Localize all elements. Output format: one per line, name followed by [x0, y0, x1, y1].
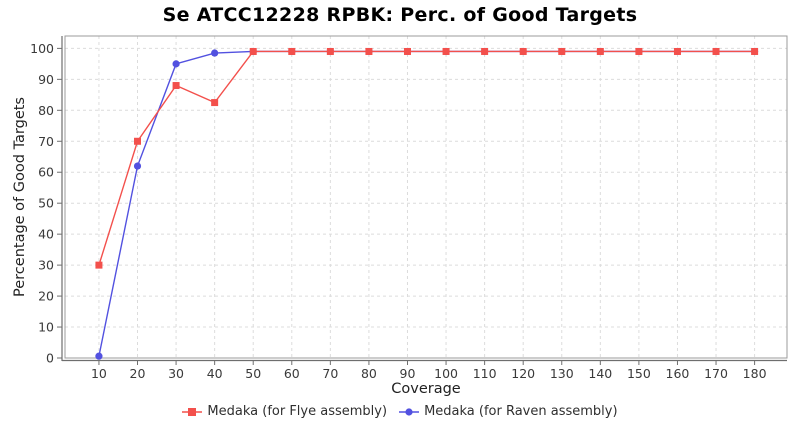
y-tick-label: 60 — [38, 165, 54, 180]
square-marker — [403, 47, 411, 55]
x-tick-label: 60 — [284, 366, 300, 381]
x-tick-label: 170 — [704, 366, 728, 381]
x-tick-label: 50 — [245, 366, 261, 381]
series-line-0 — [98, 50, 755, 266]
legend-label-raven: Medaka (for Raven assembly) — [424, 404, 618, 419]
square-marker — [365, 47, 373, 55]
y-tick-label: 90 — [38, 72, 54, 87]
y-tick-label: 30 — [38, 258, 54, 273]
x-tick-label: 40 — [207, 366, 223, 381]
square-marker — [288, 47, 296, 55]
x-tick-label: 160 — [666, 366, 690, 381]
y-tick-label: 100 — [30, 41, 54, 56]
square-marker — [635, 47, 643, 55]
y-tick-label: 40 — [38, 227, 54, 242]
x-tick-label: 180 — [743, 366, 767, 381]
x-tick-label: 90 — [400, 366, 416, 381]
y-tick-label: 70 — [38, 134, 54, 149]
y-tick-label: 50 — [38, 196, 54, 211]
square-marker — [172, 82, 180, 90]
y-tick-label: 80 — [38, 103, 54, 118]
circle-marker — [95, 352, 103, 360]
x-tick-label: 80 — [361, 366, 377, 381]
y-tick-label: 20 — [38, 289, 54, 304]
x-tick-label: 110 — [473, 366, 497, 381]
square-marker — [712, 47, 720, 55]
y-tick-label: 10 — [38, 320, 54, 335]
line-square-icon — [182, 407, 203, 416]
square-marker — [481, 47, 489, 55]
x-tick-label: 120 — [511, 366, 535, 381]
x-tick-label: 130 — [550, 366, 574, 381]
x-tick-label: 10 — [91, 366, 107, 381]
legend-label-flye: Medaka (for Flye assembly) — [207, 404, 388, 419]
circle-marker — [211, 49, 219, 57]
x-axis-title: Coverage — [391, 381, 461, 397]
legend-item-raven: Medaka (for Raven assembly) — [399, 404, 618, 419]
x-tick-label: 140 — [588, 366, 612, 381]
square-marker — [442, 47, 450, 55]
x-tick-label: 20 — [130, 366, 146, 381]
x-tick-label: 100 — [434, 366, 458, 381]
legend-item-flye: Medaka (for Flye assembly) — [182, 404, 387, 419]
circle-marker — [133, 162, 142, 170]
line-circle-icon — [399, 407, 420, 416]
square-marker — [673, 47, 681, 55]
circle-marker — [172, 60, 180, 68]
square-marker — [519, 47, 527, 55]
chart-title: Se ATCC12228 RPBK: Perc. of Good Targets — [162, 4, 638, 26]
legend: Medaka (for Flye assembly) Medaka (for R… — [0, 404, 800, 419]
square-marker — [95, 261, 103, 269]
square-marker — [326, 47, 334, 55]
series-line-1 — [98, 50, 755, 357]
x-tick-label: 70 — [322, 366, 338, 381]
square-marker — [596, 47, 604, 55]
plot-border — [64, 35, 788, 359]
square-marker — [249, 47, 257, 55]
x-tick-label: 150 — [627, 366, 651, 381]
square-marker — [134, 137, 142, 145]
square-marker — [558, 47, 566, 55]
x-tick-label: 30 — [168, 366, 184, 381]
y-tick-label: 0 — [46, 351, 54, 366]
y-axis-title: Percentage of Good Targets — [12, 97, 28, 297]
square-marker — [751, 47, 759, 55]
square-marker — [211, 99, 219, 107]
